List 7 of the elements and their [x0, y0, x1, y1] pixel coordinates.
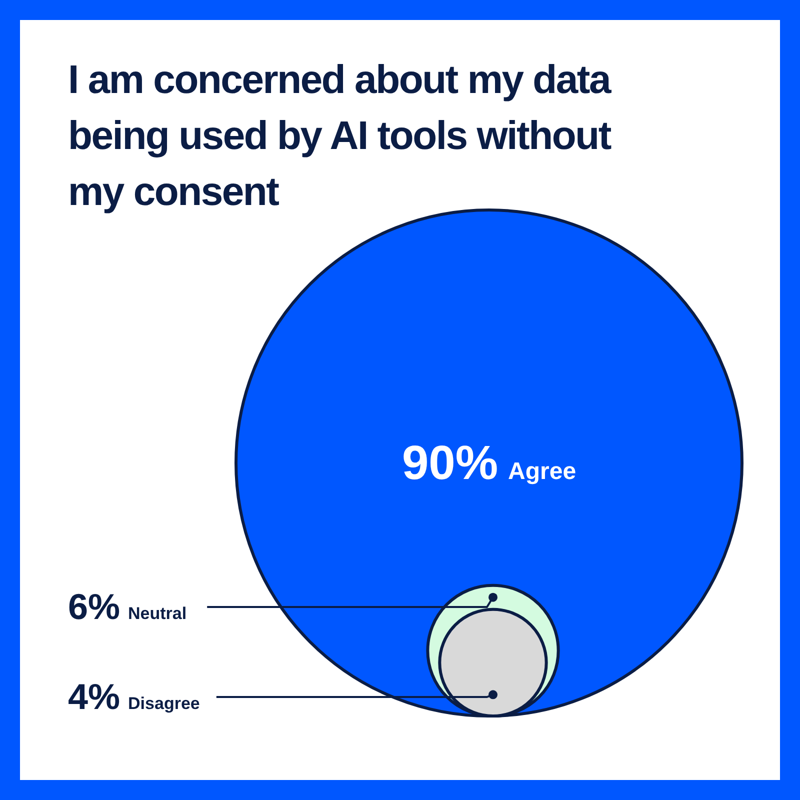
text: I am concerned about my data being used by AI tools without my consent	[68, 57, 612, 216]
data-label: 6%	[68, 586, 120, 627]
category-label: Neutral	[128, 604, 187, 623]
data-label: 4%	[68, 676, 120, 717]
data-label: 90%	[402, 437, 498, 490]
category-label: Agree	[508, 458, 576, 485]
category-label: Disagree	[128, 694, 200, 713]
